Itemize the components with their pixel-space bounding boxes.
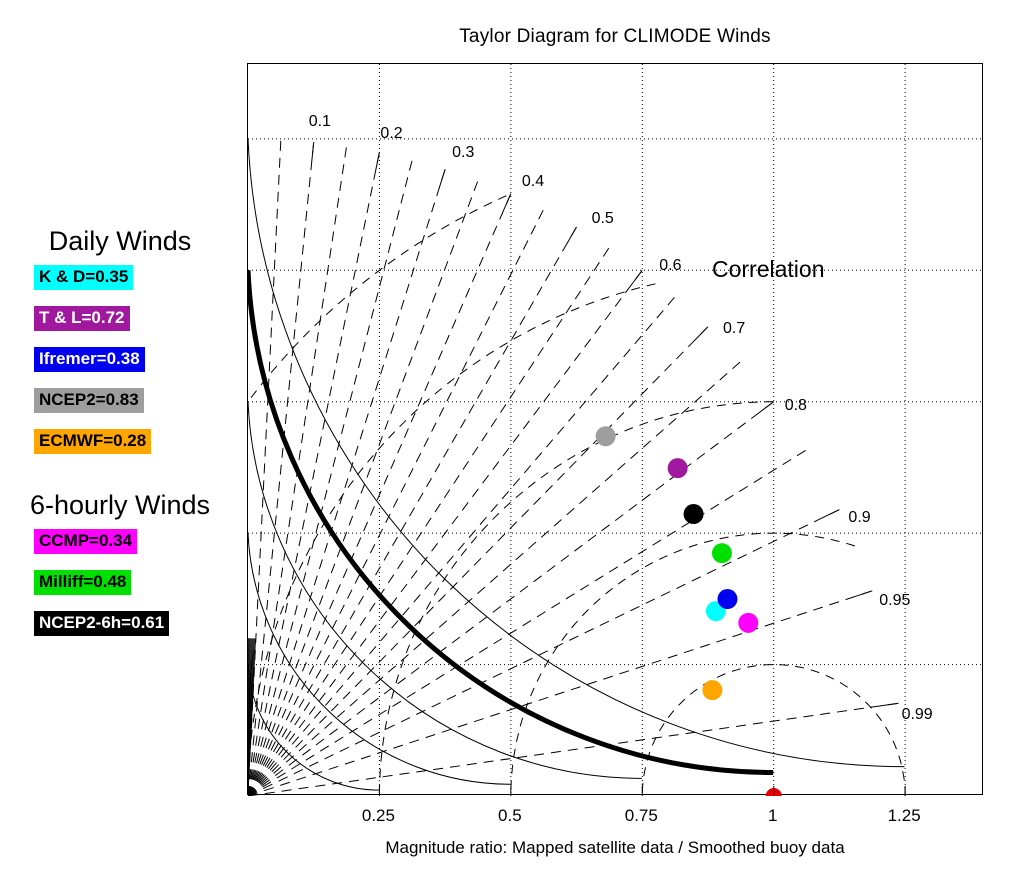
data-point-ncep2-6h xyxy=(683,504,704,525)
legend-heading-daily: Daily Winds xyxy=(48,226,192,256)
data-point-ifremer xyxy=(717,589,738,610)
plot-area xyxy=(247,63,984,796)
correlation-tick xyxy=(375,152,380,171)
legend-group-sixhourly: CCMP=0.34 Milliff=0.48 NCEP2-6h=0.61 xyxy=(0,529,240,652)
legend-entry-sixhourly-1: Milliff=0.48 xyxy=(34,570,132,595)
legend-row: NCEP2=0.83 xyxy=(0,388,240,429)
correlation-ray xyxy=(248,269,643,796)
correlation-ray xyxy=(248,246,610,796)
correlation-tick-label: 0.9 xyxy=(848,508,871,526)
correlation-tick xyxy=(822,509,840,519)
correlation-ray xyxy=(248,168,446,796)
correlation-tick-label: 0.3 xyxy=(452,144,475,162)
legend: Daily Winds K & D=0.35 T & L=0.72 Ifremer=… xyxy=(0,228,240,652)
data-point-ccmp xyxy=(738,612,759,633)
correlation-tick xyxy=(694,326,709,341)
std-dev-arc xyxy=(248,401,642,779)
data-point-ecmwf xyxy=(702,680,723,701)
correlation-ray xyxy=(248,193,512,796)
legend-entry-daily-2: Ifremer=0.38 xyxy=(34,347,145,372)
correlation-ray xyxy=(248,509,840,796)
correlation-ray xyxy=(248,226,578,796)
legend-row: Ifremer=0.38 xyxy=(0,347,240,388)
data-point-ncep2 xyxy=(595,426,616,447)
correlation-ray-fine xyxy=(248,638,256,796)
rms-difference-arc xyxy=(248,195,507,401)
legend-row: T & L=0.72 xyxy=(0,306,240,347)
legend-row: CCMP=0.34 xyxy=(0,529,240,570)
correlation-tick-label: 0.6 xyxy=(659,257,682,275)
rms-difference-arc xyxy=(510,532,856,796)
correlation-tick xyxy=(758,401,775,414)
reference-arc xyxy=(248,270,774,775)
correlation-tick-label: 0.99 xyxy=(901,706,933,724)
correlation-ray xyxy=(248,142,315,796)
rms-difference-arc xyxy=(378,401,774,796)
legend-row: K & D=0.35 xyxy=(0,265,240,306)
correlation-ray xyxy=(248,159,413,796)
correlation-tick xyxy=(439,168,446,187)
std-dev-arc xyxy=(248,533,511,785)
correlation-ray xyxy=(248,152,380,796)
x-tick-label: 1 xyxy=(767,806,778,825)
legend-entry-daily-4: ECMWF=0.28 xyxy=(34,429,152,454)
x-tick-label: 0.25 xyxy=(361,806,395,825)
legend-row: Milliff=0.48 xyxy=(0,570,240,611)
correlation-tick xyxy=(311,142,315,161)
correlation-tick-label: 0.95 xyxy=(879,591,911,609)
correlation-ray xyxy=(248,180,479,796)
correlation-tick xyxy=(566,226,578,244)
x-tick-label: 0.5 xyxy=(498,806,522,825)
legend-entry-daily-1: T & L=0.72 xyxy=(34,306,130,331)
correlation-tick-label: 0.4 xyxy=(521,172,545,190)
chart-title: Taylor Diagram for CLIMODE Winds xyxy=(459,26,771,47)
correlation-ray xyxy=(248,296,676,796)
correlation-ray xyxy=(248,449,807,796)
legend-entry-daily-3: NCEP2=0.83 xyxy=(34,388,144,413)
correlation-ray xyxy=(248,702,899,796)
legend-row: NCEP2-6h=0.61 xyxy=(0,611,240,652)
correlation-tick-label: 0.2 xyxy=(380,125,403,143)
outer-arc xyxy=(248,138,905,768)
correlation-tick xyxy=(854,590,873,598)
x-axis-label: Magnitude ratio: Mapped satellite data /… xyxy=(385,838,845,857)
data-point-t-l xyxy=(667,458,688,479)
correlation-ray xyxy=(248,590,873,796)
rms-difference-arc xyxy=(641,664,906,796)
legend-entry-sixhourly-2: NCEP2-6h=0.61 xyxy=(34,611,170,636)
x-tick-label: 0.75 xyxy=(624,806,658,825)
correlation-ray xyxy=(248,326,709,796)
legend-entry-sixhourly-0: CCMP=0.34 xyxy=(34,529,138,554)
data-point-milliff xyxy=(711,543,732,564)
plot-svg xyxy=(248,64,984,796)
correlation-ray xyxy=(248,360,742,796)
rms-difference-arc xyxy=(248,283,656,796)
correlation-tick xyxy=(880,702,899,707)
correlation-ray xyxy=(248,208,545,796)
std-dev-arc xyxy=(248,664,380,791)
legend-heading-sixhourly: 6-hourly Winds xyxy=(29,490,211,520)
legend-row: ECMWF=0.28 xyxy=(0,429,240,470)
correlation-tick-label: 0.8 xyxy=(784,396,807,414)
correlation-tick-label: 0.7 xyxy=(723,319,746,337)
legend-group-daily: K & D=0.35 T & L=0.72 Ifremer=0.38 NCEP2=0.… xyxy=(0,265,240,470)
correlation-tick xyxy=(503,193,512,211)
correlation-tick-label: 0.1 xyxy=(308,113,331,131)
x-tick-label: 1.25 xyxy=(887,806,921,825)
correlation-tick-label: 0.5 xyxy=(591,209,614,227)
correlation-axis-label: Correlation xyxy=(712,256,825,282)
correlation-tick xyxy=(630,269,643,286)
legend-entry-daily-0: K & D=0.35 xyxy=(34,265,134,290)
